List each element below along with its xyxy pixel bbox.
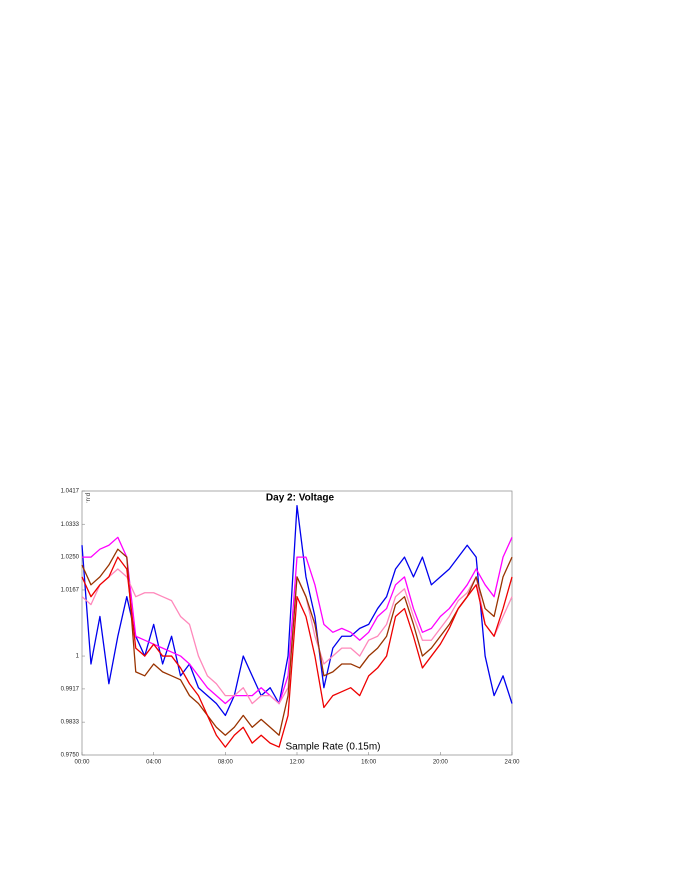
y-tick-label: 1 — [76, 654, 80, 660]
x-tick-label: 00:00 — [74, 760, 90, 766]
x-tick-label: 20:00 — [433, 760, 449, 766]
series-line — [81, 504, 513, 717]
y-tick-label: 1.0250 — [61, 555, 80, 561]
y-tick-label: 0.9750 — [61, 753, 80, 759]
y-tick-label: 1.0417 — [61, 489, 80, 495]
chart-title: Day 2: Voltage — [266, 493, 335, 504]
x-tick-label: 12:00 — [289, 760, 305, 766]
y-tick-label: 0.9833 — [61, 720, 80, 726]
series-line — [81, 548, 513, 736]
y-tick-label: 1.0333 — [61, 522, 80, 528]
x-tick-label: 24:00 — [504, 760, 520, 766]
plot-frame — [81, 490, 513, 756]
series-line — [81, 556, 513, 748]
y-axis-label: p.u. — [84, 493, 90, 503]
x-tick-label: 08:00 — [218, 760, 234, 766]
y-tick-label: 1.0167 — [61, 588, 80, 594]
x-tick-label: 04:00 — [146, 760, 162, 766]
y-tick-label: 0.9917 — [61, 686, 80, 692]
x-tick-label: 16:00 — [361, 760, 377, 766]
x-axis-label: Sample Rate (0.15m) — [285, 742, 380, 753]
series-line — [81, 568, 513, 705]
series-line — [82, 536, 513, 705]
